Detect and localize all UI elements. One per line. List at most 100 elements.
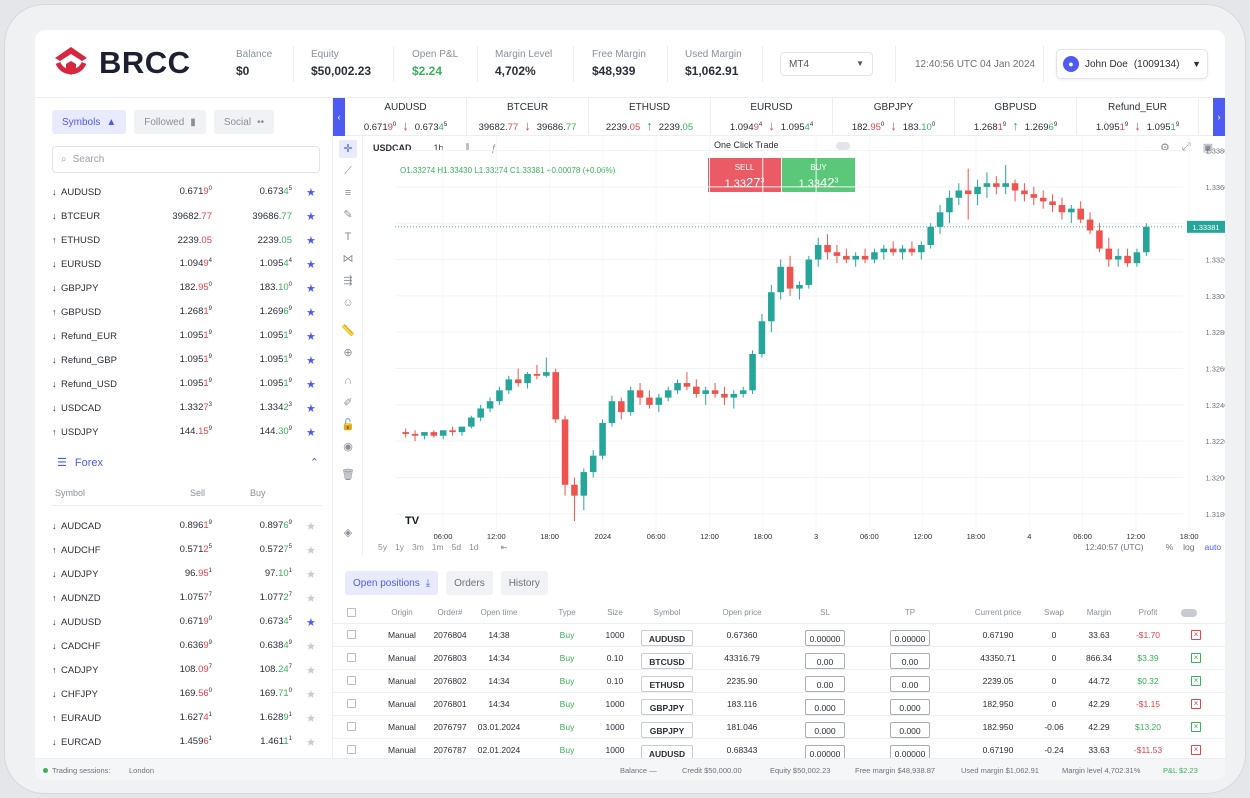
settings-gear-icon[interactable]: ⚙: [1160, 142, 1170, 154]
column-header[interactable]: Open time: [480, 608, 518, 617]
lock-icon[interactable]: 🔓: [341, 419, 355, 431]
ticker-item[interactable]: BTCEUR 39682.77 ↓ 39686.77: [467, 98, 589, 136]
fib-tool-icon[interactable]: ≡: [344, 187, 352, 199]
emoji-tool-icon[interactable]: ☺: [342, 297, 354, 309]
star-icon[interactable]: ★: [306, 520, 316, 533]
tab-symbols[interactable]: Symbols ▲: [52, 110, 127, 134]
star-icon[interactable]: ★: [306, 354, 316, 367]
tab-orders[interactable]: Orders: [446, 571, 493, 595]
symbol-row[interactable]: ↑ AUDCHF 0.57125 0.57275 ★: [52, 538, 322, 562]
column-header[interactable]: Profit: [1138, 608, 1158, 617]
symbol-row[interactable]: ↑ EURAUD 1.62741 1.62891 ★: [52, 706, 322, 730]
user-menu[interactable]: ● John Doe (1009134) ▼: [1056, 49, 1208, 79]
close-position-icon[interactable]: ×: [1191, 699, 1201, 709]
cell-symbol[interactable]: BTCUSD: [641, 653, 693, 669]
tab-history[interactable]: History: [500, 571, 548, 595]
trash-icon[interactable]: 🗑: [341, 469, 355, 481]
percent-scale-button[interactable]: %: [1165, 542, 1174, 552]
pattern-tool-icon[interactable]: ⋈: [342, 253, 354, 265]
star-icon[interactable]: ★: [306, 378, 316, 391]
star-icon[interactable]: ★: [306, 210, 316, 223]
row-checkbox[interactable]: [347, 676, 356, 685]
ticker-item[interactable]: GBPUSD 1.26819 ↑ 1.26969: [955, 98, 1077, 136]
column-header[interactable]: Margin: [1086, 608, 1112, 617]
star-icon[interactable]: ★: [306, 664, 316, 677]
column-header[interactable]: TP: [904, 608, 916, 617]
star-icon[interactable]: ★: [306, 186, 316, 199]
close-position-icon[interactable]: ×: [1191, 676, 1201, 686]
cell-symbol[interactable]: GBPJPY: [641, 722, 693, 738]
close-position-icon[interactable]: ×: [1191, 630, 1201, 640]
crosshair-tool-icon[interactable]: ✛: [339, 140, 357, 158]
tp-input[interactable]: 0.00000: [890, 630, 930, 646]
row-checkbox[interactable]: [347, 653, 356, 662]
column-header[interactable]: Order#: [437, 608, 463, 617]
tab-followed[interactable]: Followed ▮: [134, 110, 206, 134]
sl-input[interactable]: 0.00000: [805, 630, 845, 646]
layers-icon[interactable]: ◈: [343, 527, 353, 539]
group-forex-header[interactable]: ☰ Forex ⌃: [57, 456, 319, 470]
magnet-tool-icon[interactable]: ∩: [344, 375, 352, 387]
star-icon[interactable]: ★: [306, 688, 316, 701]
brush-tool-icon[interactable]: ✎: [343, 209, 353, 221]
lock-drawing-icon[interactable]: ✐: [343, 397, 353, 409]
symbol-row[interactable]: ↓ BTCEUR 39682.77 39686.77 ★: [52, 204, 322, 228]
symbol-row[interactable]: ↑ ETHUSD 2239.05 2239.05 ★: [52, 228, 322, 252]
star-icon[interactable]: ★: [306, 568, 316, 581]
tp-input[interactable]: 0.00: [890, 676, 930, 692]
camera-icon[interactable]: ▣: [1202, 142, 1214, 154]
cell-symbol[interactable]: GBPJPY: [641, 699, 693, 715]
symbol-row[interactable]: ↑ GBPUSD 1.26819 1.26969 ★: [52, 300, 322, 324]
indicators-icon[interactable]: ƒ: [491, 142, 497, 153]
symbol-row[interactable]: ↓ EURUSD 1.09494 1.09544 ★: [52, 252, 322, 276]
symbol-row[interactable]: ↓ Refund_GBP 1.09519 1.09519 ★: [52, 348, 322, 372]
position-row[interactable]: Manual 2076797 03.01.2024 Buy 1000 GBPJPY 181.…: [333, 716, 1225, 739]
ticker-item[interactable]: AUDUSD 0.67190 ↓ 0.67345: [345, 98, 467, 136]
cell-symbol[interactable]: ETHUSD: [641, 676, 693, 692]
symbol-row[interactable]: ↑ USDJPY 144.159 144.309 ★: [52, 420, 322, 444]
symbol-row[interactable]: ↓ AUDUSD 0.67190 0.67345 ★: [52, 180, 322, 204]
prediction-tool-icon[interactable]: ⇶: [343, 275, 353, 287]
star-icon[interactable]: ★: [306, 282, 316, 295]
auto-scale-button[interactable]: auto: [1204, 542, 1222, 552]
column-header[interactable]: SL: [820, 608, 830, 617]
text-tool-icon[interactable]: T: [344, 231, 352, 243]
star-icon[interactable]: ★: [306, 330, 316, 343]
column-header[interactable]: Origin: [391, 608, 413, 617]
search-input[interactable]: Search: [72, 154, 105, 165]
chart-symbol[interactable]: USDCAD: [373, 142, 412, 153]
fullscreen-icon[interactable]: ⤢: [1181, 141, 1191, 153]
symbol-row[interactable]: ↓ AUDCAD 0.89619 0.89769 ★: [52, 514, 322, 538]
candle-type-icon[interactable]: ⫴: [465, 142, 470, 152]
star-icon[interactable]: ★: [306, 736, 316, 749]
timeframe-1d[interactable]: 1d: [469, 542, 479, 552]
columns-toggle[interactable]: [1181, 609, 1197, 617]
close-position-icon[interactable]: ×: [1191, 722, 1201, 732]
sl-input[interactable]: 0.00: [805, 653, 845, 669]
column-header[interactable]: Current price: [974, 608, 1022, 617]
symbol-row[interactable]: ↑ AUDNZD 1.07577 1.07727 ★: [52, 586, 322, 610]
star-icon[interactable]: ★: [306, 306, 316, 319]
tab-social[interactable]: Social ••: [213, 110, 275, 134]
price-chart[interactable]: 1.338001.336001.334001.332001.330001.328…: [365, 136, 1225, 540]
ruler-tool-icon[interactable]: 📏: [341, 325, 355, 337]
tp-input[interactable]: 0.000: [890, 699, 930, 715]
ticker-item[interactable]: GBPJPY 182.950 ↓ 183.100: [833, 98, 955, 136]
one-click-toggle[interactable]: [836, 142, 850, 150]
star-icon[interactable]: ★: [306, 234, 316, 247]
symbol-row[interactable]: ↓ Refund_USD 1.09519 1.09519 ★: [52, 372, 322, 396]
row-checkbox[interactable]: [347, 699, 356, 708]
star-icon[interactable]: ★: [306, 258, 316, 271]
row-checkbox[interactable]: [347, 745, 356, 754]
ticker-prev-button[interactable]: ‹: [333, 98, 345, 136]
symbol-row[interactable]: ↓ AUDUSD 0.67190 0.67345 ★: [52, 610, 322, 634]
position-row[interactable]: Manual 2076801 14:34 Buy 1000 GBPJPY 183.116 0.…: [333, 693, 1225, 716]
sl-input[interactable]: 0.000: [805, 699, 845, 715]
column-header[interactable]: Open price: [722, 608, 762, 617]
timeframe-1m[interactable]: 1m: [431, 542, 444, 552]
row-checkbox[interactable]: [347, 722, 356, 731]
symbol-row[interactable]: ↑ CADJPY 108.097 108.247 ★: [52, 658, 322, 682]
star-icon[interactable]: ★: [306, 426, 316, 439]
symbol-row[interactable]: ↓ CHFJPY 169.560 169.710 ★: [52, 682, 322, 706]
tp-input[interactable]: 0.00: [890, 653, 930, 669]
